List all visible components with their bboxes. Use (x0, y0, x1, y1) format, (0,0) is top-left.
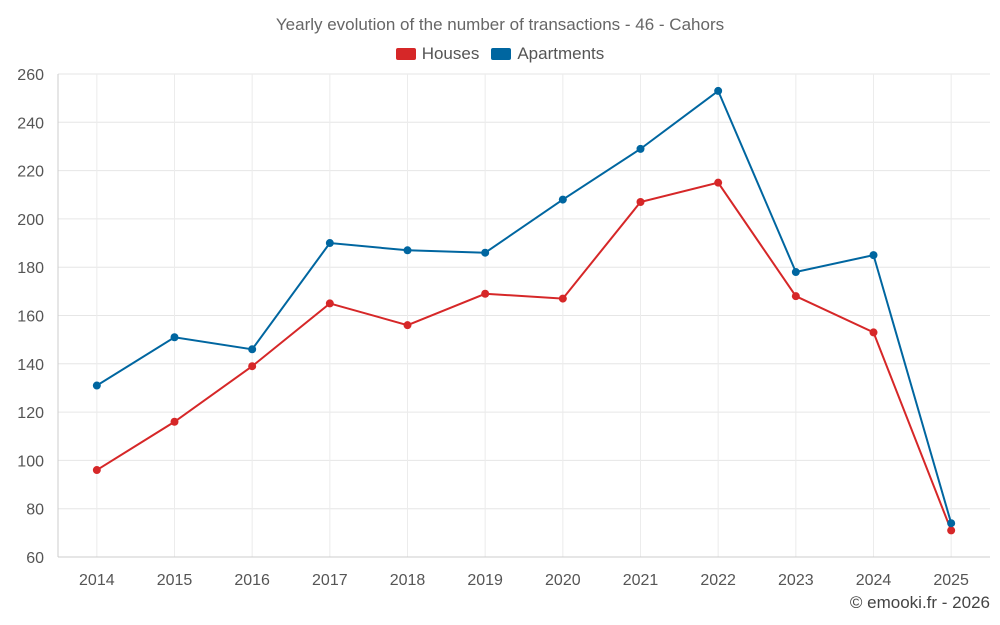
credit-text: © emooki.fr - 2026 (849, 593, 990, 612)
data-point-apartments (325, 239, 334, 248)
data-point-houses (558, 294, 567, 303)
data-point-houses (92, 466, 101, 475)
data-point-houses (714, 178, 723, 187)
x-tick-label: 2022 (700, 572, 736, 589)
x-tick-label: 2021 (623, 572, 659, 589)
legend-swatch-houses (395, 48, 416, 60)
x-tick-label: 2014 (79, 572, 115, 589)
x-tick-label: 2017 (312, 572, 348, 589)
y-tick-label: 240 (17, 115, 44, 132)
data-point-houses (170, 417, 179, 426)
x-tick-label: 2016 (234, 572, 270, 589)
series-line-houses (96, 181, 953, 531)
data-point-houses (869, 328, 878, 337)
chart-title: Yearly evolution of the number of transa… (275, 15, 725, 34)
x-tick-label: 2024 (856, 572, 892, 589)
legend-item-apartments[interactable]: Apartments (491, 44, 604, 64)
data-point-apartments (248, 345, 257, 354)
data-point-apartments (558, 195, 567, 204)
data-point-apartments (791, 268, 800, 277)
y-tick-label: 200 (17, 212, 44, 229)
data-point-apartments (947, 519, 956, 528)
data-point-apartments (403, 246, 412, 255)
data-point-houses (636, 197, 645, 206)
data-point-apartments (869, 251, 878, 260)
y-tick-label: 80 (26, 502, 44, 519)
legend-swatch-apartments (491, 48, 512, 60)
y-tick-label: 140 (17, 357, 44, 374)
x-tick-label: 2023 (778, 572, 814, 589)
x-tick-label: 2025 (933, 572, 969, 589)
y-tick-label: 160 (17, 309, 44, 326)
y-tick-label: 180 (17, 260, 44, 277)
data-point-apartments (92, 381, 101, 390)
x-tick-label: 2019 (467, 572, 503, 589)
data-point-houses (403, 321, 412, 330)
data-point-houses (325, 299, 334, 308)
y-tick-label: 120 (17, 405, 44, 422)
x-tick-label: 2018 (390, 572, 426, 589)
data-point-houses (481, 289, 490, 298)
data-point-apartments (714, 86, 723, 95)
legend: Houses Apartments (0, 44, 1000, 64)
legend-label-houses: Houses (421, 44, 480, 63)
x-tick-label: 2020 (545, 572, 581, 589)
series-line-apartments (96, 89, 953, 524)
y-tick-label: 260 (17, 67, 44, 84)
data-point-apartments (636, 144, 645, 153)
data-point-apartments (170, 333, 179, 342)
x-tick-label: 2015 (157, 572, 193, 589)
y-tick-label: 60 (26, 550, 44, 567)
y-tick-label: 220 (17, 164, 44, 181)
y-tick-label: 100 (17, 453, 44, 470)
legend-label-apartments: Apartments (517, 44, 605, 63)
data-point-houses (791, 292, 800, 301)
data-point-houses (947, 526, 956, 535)
data-point-apartments (481, 248, 490, 257)
data-point-houses (248, 362, 257, 371)
legend-item-houses[interactable]: Houses (395, 44, 480, 64)
